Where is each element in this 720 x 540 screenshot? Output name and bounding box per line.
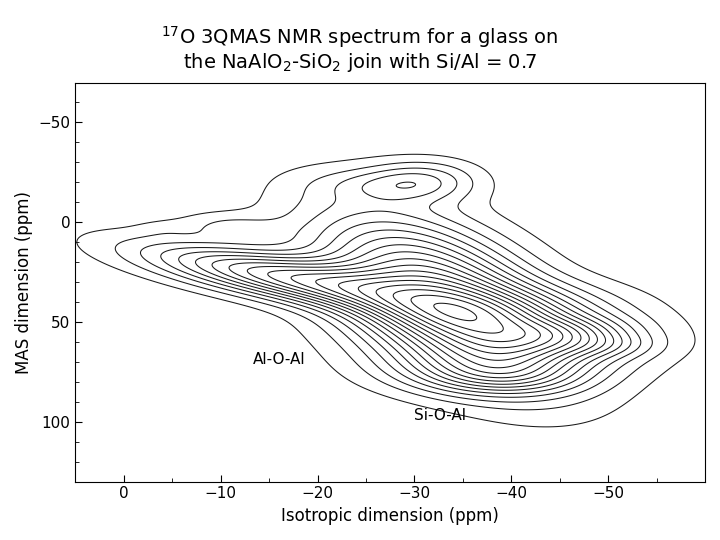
- X-axis label: Isotropic dimension (ppm): Isotropic dimension (ppm): [282, 507, 499, 525]
- Text: $^{17}$O 3QMAS NMR spectrum for a glass on: $^{17}$O 3QMAS NMR spectrum for a glass …: [161, 24, 559, 50]
- Text: Al-O-Al: Al-O-Al: [253, 352, 305, 367]
- Text: Si-O-Al: Si-O-Al: [415, 408, 467, 423]
- Text: the NaAlO$_2$-SiO$_2$ join with Si/Al = 0.7: the NaAlO$_2$-SiO$_2$ join with Si/Al = …: [183, 51, 537, 75]
- Y-axis label: MAS dimension (ppm): MAS dimension (ppm): [15, 191, 33, 374]
